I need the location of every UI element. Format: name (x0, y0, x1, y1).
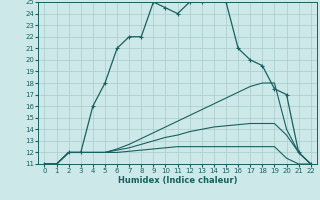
X-axis label: Humidex (Indice chaleur): Humidex (Indice chaleur) (118, 176, 237, 185)
